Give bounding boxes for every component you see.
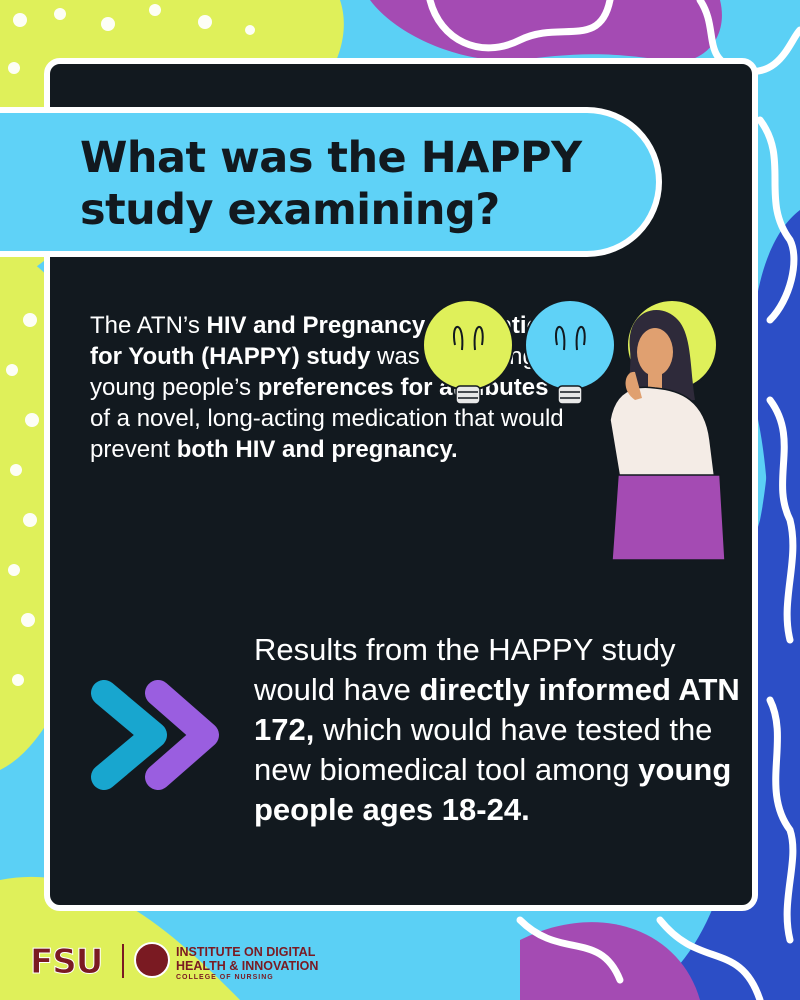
body1-text: The ATN’s — [90, 312, 207, 339]
institute-line-2: HEALTH & INNOVATION — [176, 959, 319, 973]
lightbulb-icon — [422, 299, 514, 405]
body1-text: of a novel, long-acting medication that … — [90, 405, 564, 463]
body2-bold: young people ages 18-24. — [254, 752, 732, 827]
body2-text: which would have tested the new biomedic… — [254, 712, 713, 787]
body2-bold: directly informed ATN 172, — [254, 672, 740, 747]
footer-logos: FSU INSTITUTE ON DIGITAL HEALTH & INNOVA… — [30, 938, 360, 988]
lightbulb-icon — [524, 299, 616, 405]
body1-bold: preferences for attributes — [257, 374, 549, 401]
results-description: Results from the HAPPY study would have … — [254, 630, 744, 830]
thinking-woman — [609, 310, 726, 561]
study-description: The ATN’s HIV and Pregnancy Prevention f… — [90, 310, 570, 465]
college-line: COLLEGE OF NURSING — [176, 974, 274, 981]
seal-icon — [134, 942, 170, 978]
body1-bold: both HIV and pregnancy. — [176, 436, 458, 463]
double-chevron-right-icon — [91, 680, 219, 790]
body2-text: Results from the HAPPY study would have — [254, 632, 676, 707]
title-banner — [0, 107, 662, 257]
lightbulbs-woman-illustration — [422, 299, 726, 561]
logo-divider — [122, 944, 124, 978]
fsu-logo: FSU — [30, 942, 104, 983]
institute-line-1: INSTITUTE ON DIGITAL — [176, 945, 316, 959]
institute-logo-text: INSTITUTE ON DIGITAL HEALTH & INNOVATION… — [176, 945, 366, 982]
page-title: What was the HAPPY study examining? — [80, 133, 582, 235]
